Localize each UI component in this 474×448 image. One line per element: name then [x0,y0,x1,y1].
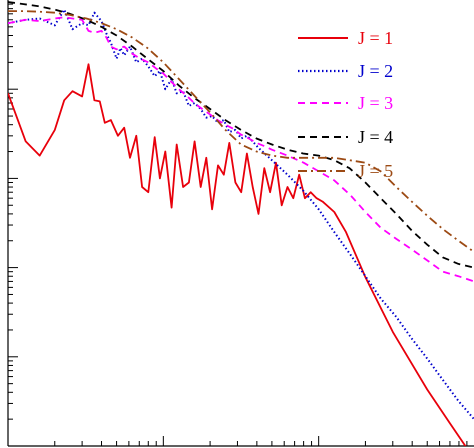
plot-frame [7,0,474,447]
series-line-j5 [8,10,474,253]
legend-label-j3: J = 3 [358,93,393,113]
legend-label-j5: J = 5 [358,161,393,181]
legend-entry-j4: J = 4 [298,127,393,147]
axis-ticks [7,3,468,447]
legend: J = 1 J = 2 J = 3 J = 4 J = 5 [298,28,393,181]
series-line-j2 [8,8,474,420]
series-line-j3 [8,16,474,283]
series-lines [8,1,474,446]
series-line-j1 [8,63,467,446]
legend-entry-j1: J = 1 [298,28,393,48]
legend-label-j2: J = 2 [358,61,393,81]
legend-label-j1: J = 1 [358,28,393,48]
legend-label-j4: J = 4 [358,127,393,147]
legend-entry-j5: J = 5 [298,161,393,181]
legend-entry-j3: J = 3 [298,93,393,113]
legend-entry-j2: J = 2 [298,61,393,81]
